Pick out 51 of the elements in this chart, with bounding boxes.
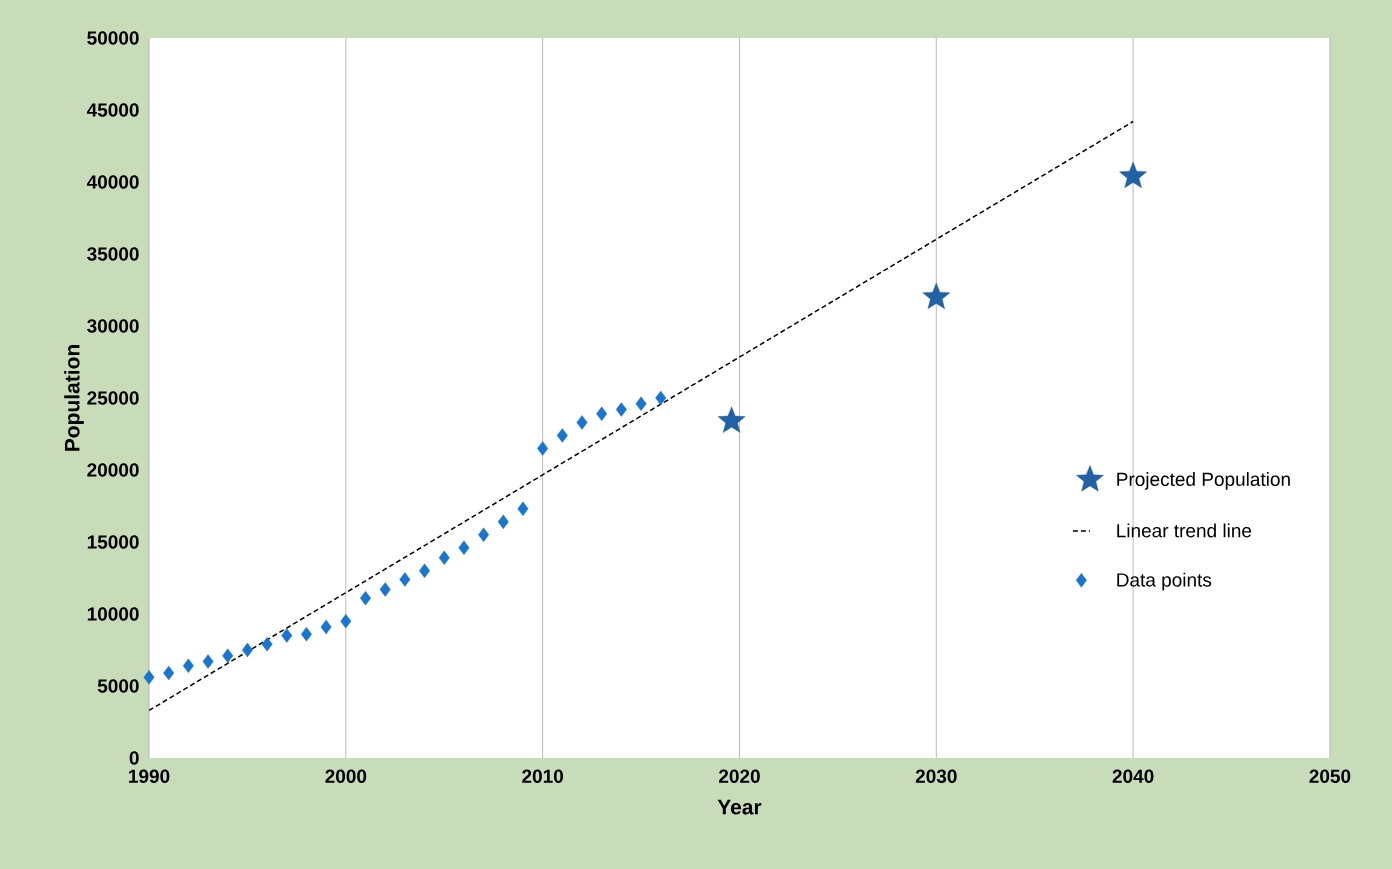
point [281,628,293,643]
x-tick-label: 1990 [129,769,170,783]
point [202,654,214,669]
point [615,402,627,417]
point [379,582,391,597]
point [596,406,608,422]
x-tick-label: 2030 [915,769,957,783]
x-tick-label: 2020 [718,769,760,783]
x-tick-label: 2000 [325,769,367,783]
point [222,648,234,663]
x-tick-label: 2040 [1112,769,1154,783]
y-axis-title: Population [64,345,84,451]
point [163,665,175,681]
point [922,282,951,309]
y-tick-label: 45000 [86,103,139,117]
point [399,572,411,587]
point [143,670,155,685]
point [261,637,273,652]
x-tick-label: 2010 [522,769,563,783]
y-tick-label: 15000 [87,535,139,549]
point [576,415,588,430]
y-tick-label: 0 [129,751,139,765]
point [556,428,568,443]
point [537,441,549,456]
point [340,613,352,629]
point [320,619,332,635]
y-tick-label: 30000 [87,319,139,333]
y-tick-label: 20000 [87,463,139,477]
y-tick-label: 25000 [87,391,139,405]
point [419,563,430,578]
y-tick-label: 35000 [87,247,139,261]
point [458,540,470,555]
y-tick-label: 40000 [86,175,139,189]
x-axis-title: Year [717,799,762,815]
point [241,642,253,658]
point [655,390,667,406]
x-tick-label: 2050 [1309,769,1351,783]
y-tick-label: 50000 [87,31,139,45]
y-tick-label: 5000 [97,679,139,693]
y-tick-label: 10000 [87,607,139,621]
point [1119,161,1147,188]
legend-label: Data points [1117,572,1212,591]
point [182,658,194,674]
point [635,396,647,411]
point [478,527,490,542]
point [717,406,746,433]
legend-label: Linear trend line [1117,523,1252,538]
point [438,550,450,566]
legend-label: Projected Population [1117,472,1290,490]
point [517,501,529,517]
point [497,514,509,530]
